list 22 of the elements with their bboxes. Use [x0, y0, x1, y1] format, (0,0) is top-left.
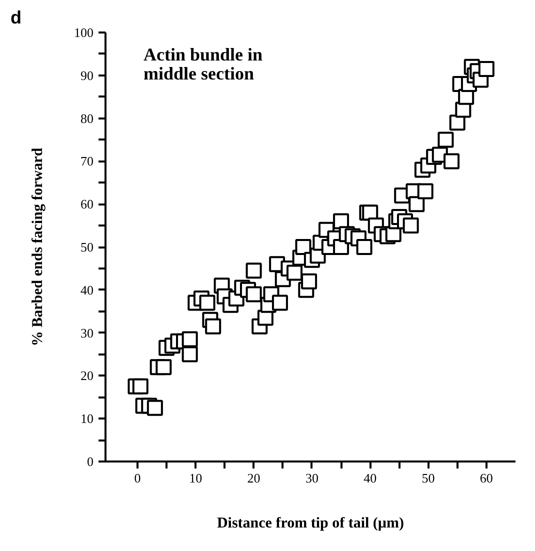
y-tick-label: 0 — [87, 454, 94, 469]
x-tick-label: 10 — [189, 470, 202, 486]
y-tick-label: 40 — [80, 282, 94, 298]
x-tick-label: 50 — [422, 470, 435, 486]
x-tick-label: 40 — [364, 470, 377, 486]
y-tick-label: 90 — [80, 68, 94, 83]
y-tick-label: 100 — [74, 25, 94, 40]
y-tick-label: 30 — [80, 325, 94, 340]
y-tick-label: 80 — [80, 110, 94, 126]
y-tick-label: 60 — [80, 196, 94, 212]
y-tick-label: 70 — [80, 154, 94, 169]
y-tick-label: 10 — [80, 411, 94, 426]
x-axis-title: Distance from tip of tail (µm) — [216, 516, 404, 532]
y-tick-label: 50 — [80, 240, 94, 254]
x-tick-label: 30 — [305, 470, 318, 486]
x-tick-label: 20 — [247, 470, 260, 486]
x-tick-label: 0 — [134, 470, 141, 486]
text: Actin bundle in middle section — [144, 44, 263, 84]
text: d — [10, 8, 22, 28]
y-axis-title: % Barbed ends facing forward — [30, 147, 46, 346]
x-tick-label: 60 — [480, 470, 493, 486]
y-tick-label: 20 — [80, 368, 94, 384]
